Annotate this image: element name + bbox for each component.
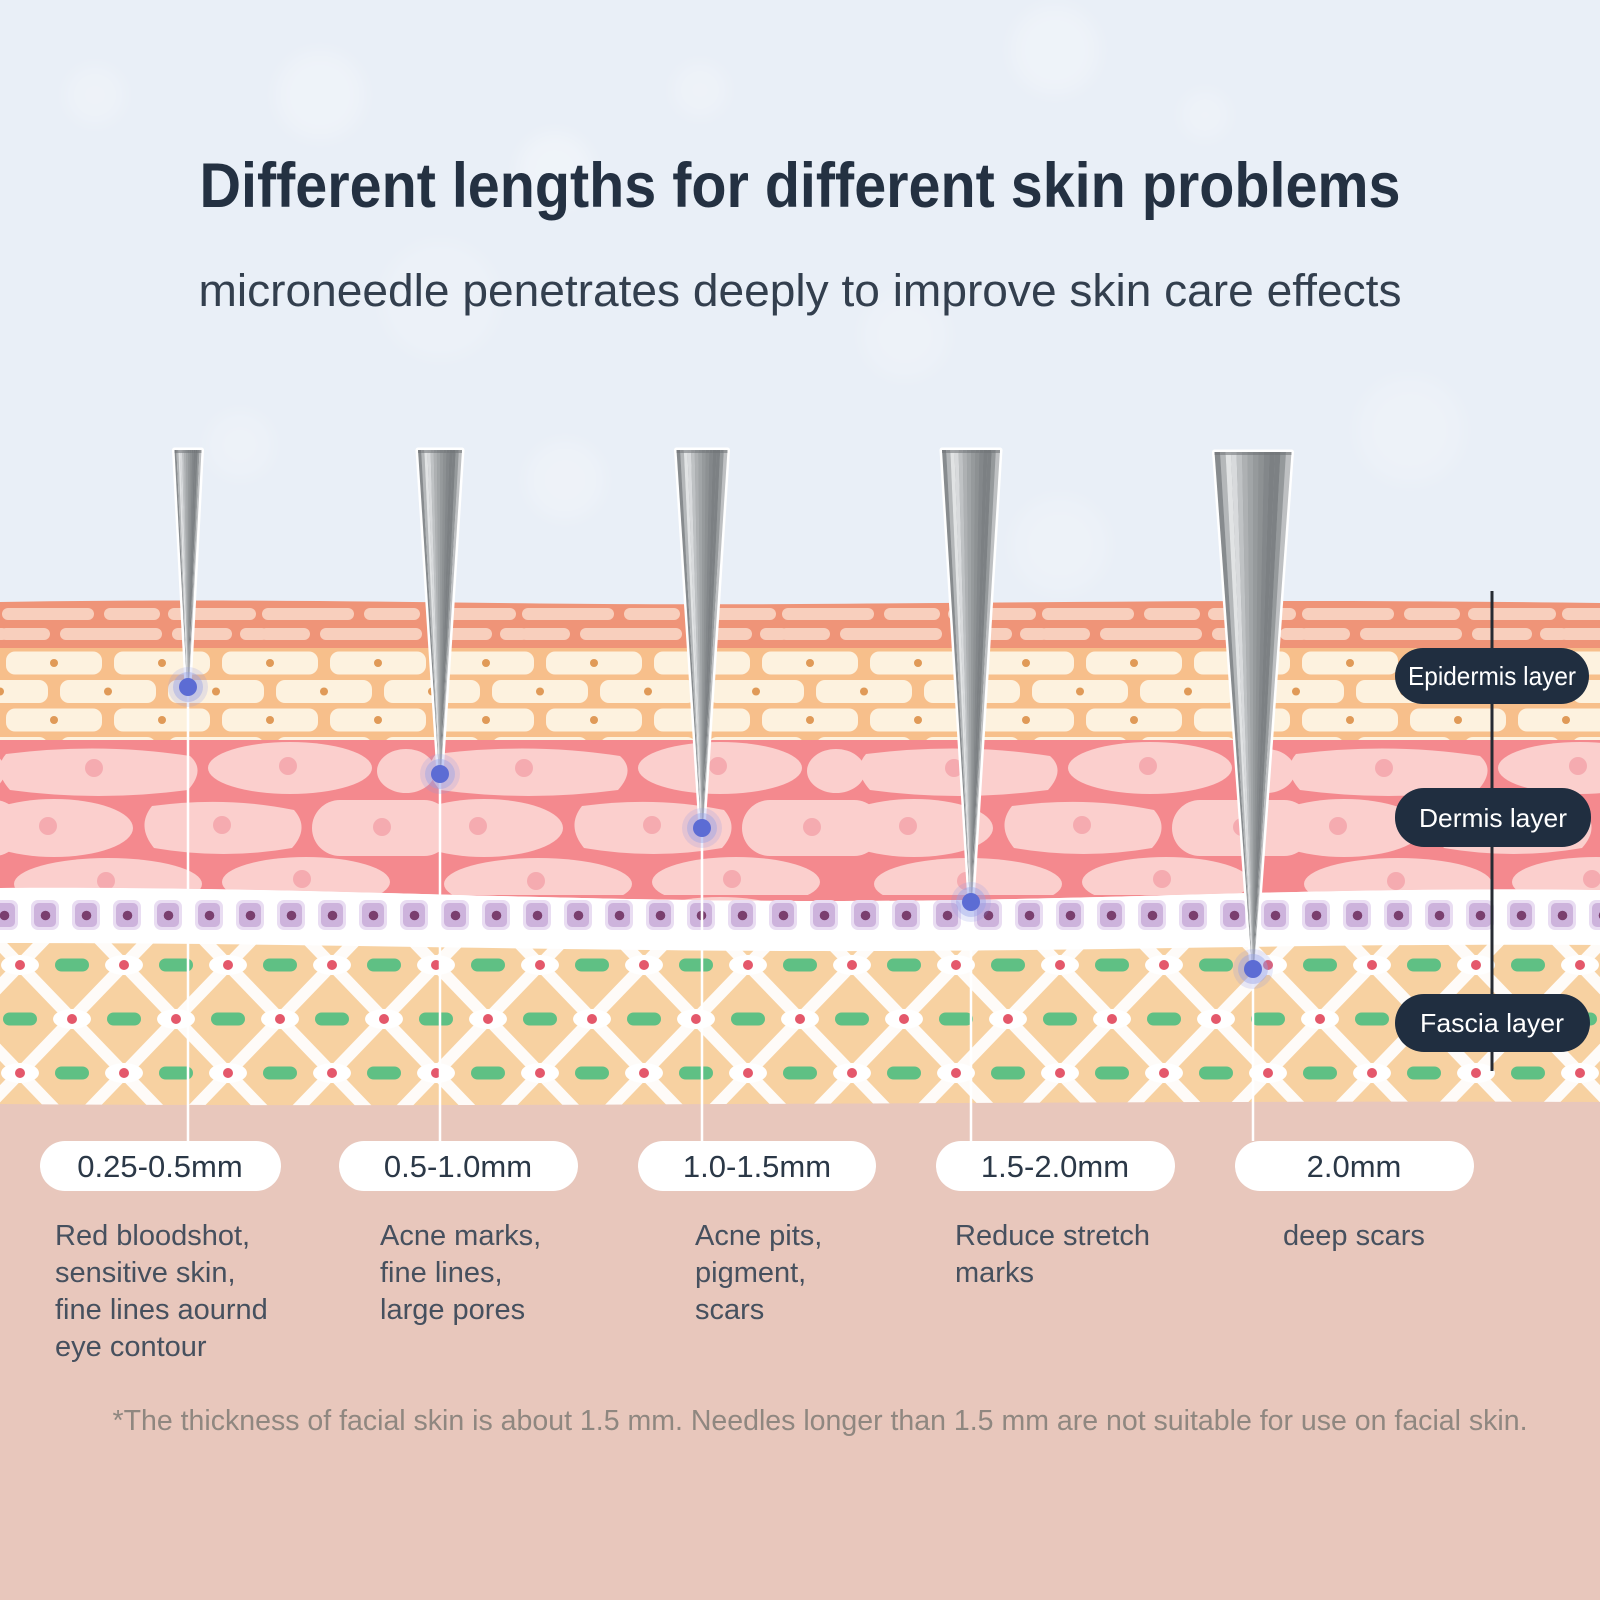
svg-text:scars: scars bbox=[695, 1294, 764, 1326]
svg-text:pigment,: pigment, bbox=[695, 1257, 806, 1289]
svg-text:Reduce stretch: Reduce stretch bbox=[955, 1220, 1150, 1252]
svg-text:Acne marks,: Acne marks, bbox=[380, 1220, 541, 1252]
svg-text:fine lines,: fine lines, bbox=[380, 1257, 503, 1289]
svg-text:0.5-1.0mm: 0.5-1.0mm bbox=[384, 1149, 532, 1184]
svg-text:large pores: large pores bbox=[380, 1294, 525, 1326]
svg-text:*The thickness of facial skin: *The thickness of facial skin is about 1… bbox=[113, 1405, 1528, 1437]
svg-text:fine lines aournd: fine lines aournd bbox=[55, 1294, 268, 1326]
svg-text:sensitive skin,: sensitive skin, bbox=[55, 1257, 236, 1289]
svg-text:microneedle penetrates deeply: microneedle penetrates deeply to improve… bbox=[199, 265, 1402, 316]
svg-text:2.0mm: 2.0mm bbox=[1307, 1149, 1402, 1184]
svg-text:1.0-1.5mm: 1.0-1.5mm bbox=[683, 1149, 831, 1184]
svg-text:marks: marks bbox=[955, 1257, 1034, 1289]
svg-text:Epidermis layer: Epidermis layer bbox=[1408, 661, 1576, 691]
svg-text:Acne pits,: Acne pits, bbox=[695, 1220, 822, 1252]
svg-text:Different lengths for differen: Different lengths for different skin pro… bbox=[200, 151, 1401, 221]
svg-text:Dermis layer: Dermis layer bbox=[1419, 803, 1567, 833]
svg-text:0.25-0.5mm: 0.25-0.5mm bbox=[77, 1149, 242, 1184]
svg-text:1.5-2.0mm: 1.5-2.0mm bbox=[981, 1149, 1129, 1184]
svg-text:deep scars: deep scars bbox=[1283, 1220, 1425, 1252]
svg-text:Fascia layer: Fascia layer bbox=[1420, 1008, 1564, 1038]
svg-text:Red bloodshot,: Red bloodshot, bbox=[55, 1220, 250, 1252]
svg-text:eye contour: eye contour bbox=[55, 1331, 207, 1363]
